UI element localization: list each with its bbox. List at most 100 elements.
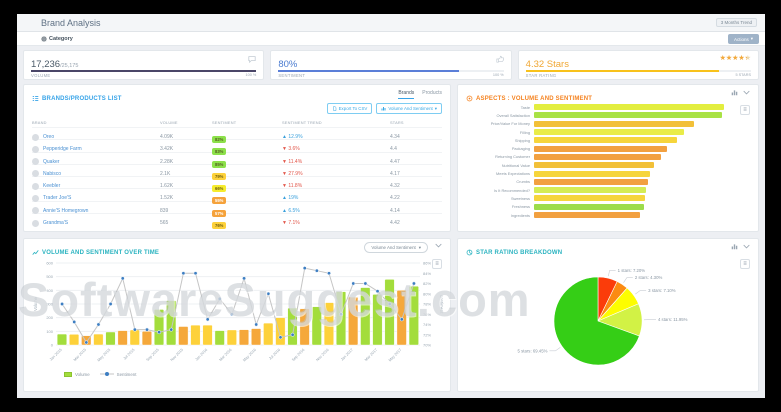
brand-link[interactable]: Quaker	[43, 158, 60, 165]
volume-label: VOLUME	[31, 73, 51, 78]
table-row[interactable]: Pepperidge Farm 3.42K 83% ▼ 3.6% 4.4	[32, 139, 442, 156]
brand-avatar	[32, 207, 39, 215]
svg-text:200: 200	[46, 315, 53, 320]
aspect-row[interactable]: Overall Satisfaction	[458, 111, 758, 119]
sentiment-value: 80%	[278, 59, 298, 70]
brand-link[interactable]: Keebler	[43, 183, 61, 190]
brand-cell: Trader Joe'S	[32, 194, 160, 202]
column-chart-icon[interactable]	[731, 243, 738, 250]
svg-text:78%: 78%	[423, 302, 431, 307]
aspect-bar	[534, 187, 647, 194]
aspect-bar-track	[534, 187, 758, 194]
aspect-label: Overall Satisfaction	[496, 112, 530, 118]
aspect-row[interactable]: Sweetness	[458, 194, 758, 202]
brand-link[interactable]: Grandma'S	[43, 220, 69, 227]
aspect-label: Nutritional Value	[501, 162, 530, 168]
aspect-row[interactable]: Ingredients	[458, 211, 758, 219]
gear-icon	[41, 35, 47, 42]
aspect-row[interactable]: Packaging	[458, 144, 758, 152]
aspect-bar-track	[534, 195, 758, 202]
collapse-chevron-icon[interactable]	[435, 243, 442, 248]
svg-text:70%: 70%	[423, 343, 431, 348]
col-sentiment: SENTIMENT	[212, 119, 237, 125]
brand-link[interactable]: Oreo	[43, 134, 55, 140]
volume-export-menu-button[interactable]: ≡	[432, 259, 442, 269]
export-csv-button[interactable]: Export To CSV	[326, 103, 373, 114]
title-bar: Brand Analysis 3 Months Trend	[17, 14, 765, 32]
svg-text:5 stars: 69.45%: 5 stars: 69.45%	[518, 348, 548, 353]
aspect-row[interactable]: Is It Recommended?	[458, 186, 758, 194]
metric-dropdown[interactable]: Volume And Sentiment ▾	[364, 242, 428, 253]
page-title: Brand Analysis	[41, 18, 101, 28]
brand-avatar	[32, 158, 39, 166]
volume-sentiment-chart: 0 100 200 300 400 500 600 70% 72% 74% 76% 78% 80% 82%…	[30, 257, 444, 371]
legend-sentiment[interactable]: Sentiment	[99, 371, 136, 377]
table-row[interactable]: Quaker 2.28K 85% ▼ 11.4% 4.47	[32, 151, 442, 168]
aspect-row[interactable]: Meets Expectations	[458, 169, 758, 177]
brand-link[interactable]: Annie'S Homegrown	[43, 207, 89, 214]
aspect-bar	[534, 170, 650, 177]
volume-cell: 2.1K	[160, 170, 171, 177]
collapse-chevron-icon[interactable]	[743, 244, 750, 249]
svg-text:Nov 2015: Nov 2015	[170, 348, 184, 362]
list-icon	[32, 95, 39, 102]
aspect-row[interactable]: Freshness	[458, 203, 758, 211]
table-row[interactable]: Oreo 4.09K 82% ▲ 12.9% 4.34	[32, 127, 442, 143]
aspect-row[interactable]: Price/Value For Money	[458, 120, 758, 128]
tab-products[interactable]: Products	[422, 90, 442, 96]
aspect-label: Packaging	[511, 146, 530, 152]
volume-cell: 1.52K	[160, 195, 174, 202]
aspect-row[interactable]: Crumbs	[458, 178, 758, 186]
actions-button[interactable]: Actions ▾	[727, 34, 759, 44]
svg-text:Mar 2015: Mar 2015	[73, 348, 87, 362]
collapse-chevron-icon[interactable]	[743, 90, 750, 95]
category-filter[interactable]: Category	[41, 35, 73, 42]
svg-text:Sep 2015: Sep 2015	[146, 348, 160, 362]
aspect-row[interactable]: Shipping	[458, 136, 758, 144]
brands-card-title: BRANDS/PRODUCTS LIST	[32, 95, 122, 102]
table-row[interactable]: Keebler 1.62K 66% ▼ 11.8% 4.32	[32, 176, 442, 193]
aspect-row[interactable]: Nutritional Value	[458, 161, 758, 169]
column-chart-icon[interactable]	[731, 89, 738, 96]
aspect-bar	[534, 129, 685, 136]
line-chart-icon	[32, 250, 39, 255]
table-row[interactable]: Grandma'S 565 76% ▼ 7.1% 4.42	[32, 213, 442, 230]
pie-export-menu-button[interactable]: ≡	[740, 259, 750, 269]
aspects-export-menu-button[interactable]: ≡	[740, 105, 750, 115]
aspect-bar	[534, 203, 645, 210]
legend-volume[interactable]: Volume	[64, 371, 90, 377]
svg-text:74%: 74%	[423, 322, 431, 327]
actions-label: Actions	[733, 36, 749, 42]
brand-cell: Keebler	[32, 182, 160, 190]
aspect-bar-track	[534, 170, 758, 177]
brand-cell: Annie'S Homegrown	[32, 207, 160, 215]
aspect-bar	[534, 162, 654, 169]
svg-text:May 2016: May 2016	[242, 348, 257, 363]
aspect-row[interactable]: Returning Customer	[458, 153, 758, 161]
tab-brands[interactable]: Brands	[398, 90, 415, 99]
table-row[interactable]: Annie'S Homegrown 839 57% ▲ 6.5% 4.14	[32, 200, 442, 217]
aspect-bar-track	[534, 120, 758, 127]
sentiment-cell: 83%	[212, 140, 282, 158]
table-row[interactable]: Nabisco 2.1K 79% ▼ 27.9% 4.17	[32, 163, 442, 180]
trend-cell: ▼ 3.6%	[282, 146, 300, 153]
brand-link[interactable]: Nabisco	[43, 170, 62, 177]
chevron-down-icon: ▾	[418, 244, 421, 250]
aspect-label: Sweetness	[510, 195, 530, 201]
brand-cell: Nabisco	[32, 170, 160, 178]
metric-select-button[interactable]: Volume And Sentiment ▾	[376, 103, 442, 114]
brand-avatar	[32, 182, 39, 190]
aspect-row[interactable]: Taste	[458, 103, 758, 111]
brand-link[interactable]: Pepperidge Farm	[43, 146, 82, 153]
brand-link[interactable]: Trader Joe'S	[43, 195, 72, 202]
svg-text:82%: 82%	[423, 281, 431, 286]
trend-period-badge[interactable]: 3 Months Trend	[715, 18, 757, 27]
aspect-row[interactable]: Filling	[458, 128, 758, 136]
aspects-icon	[466, 95, 473, 102]
svg-text:2 stars: 4.30%: 2 stars: 4.30%	[635, 275, 663, 280]
sentiment-cell: 76%	[212, 214, 282, 232]
brand-avatar	[32, 194, 39, 202]
table-row[interactable]: Trader Joe'S 1.52K 55% ▲ 19% 4.22	[32, 188, 442, 205]
svg-text:Jul 2016: Jul 2016	[268, 348, 281, 361]
aspects-card: ASPECTS : VOLUME AND SENTIMENT ≡ Taste O…	[457, 84, 759, 232]
